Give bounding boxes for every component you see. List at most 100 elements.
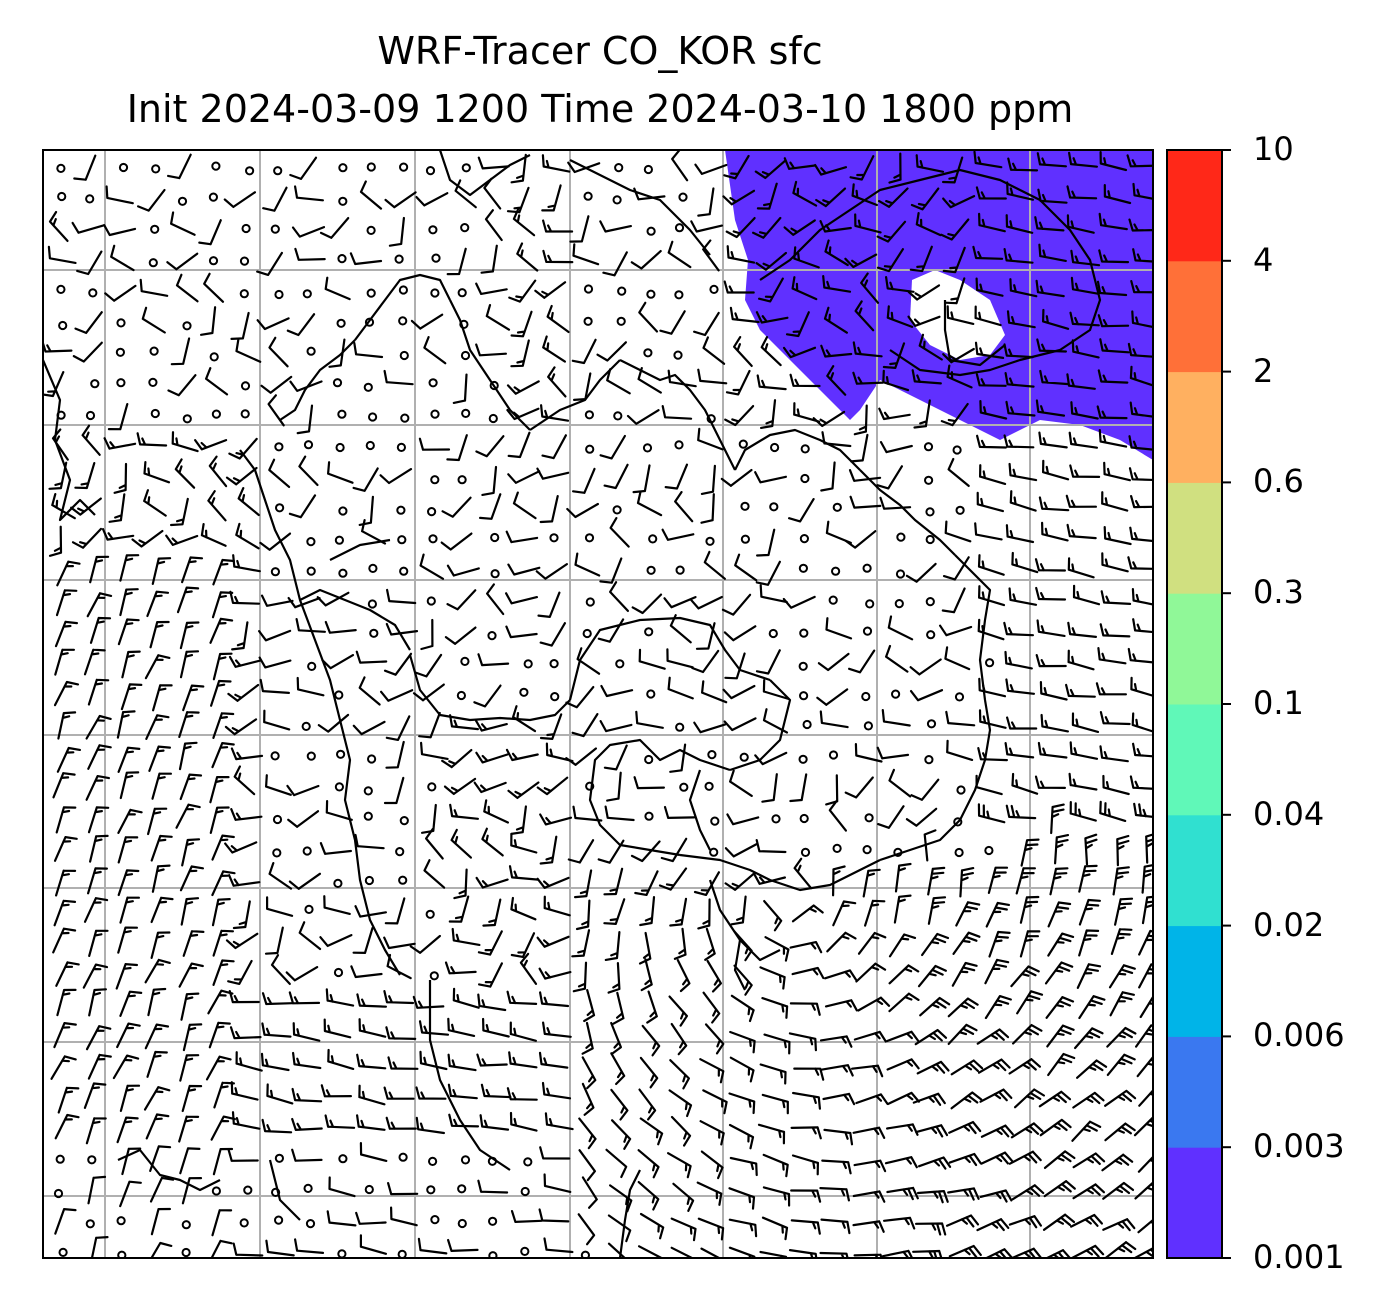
wind-barb-1236 [390, 1206, 418, 1227]
wind-barb-653 [178, 711, 200, 738]
wind-barb-737 [536, 776, 569, 796]
wind-barb-1027 [610, 1021, 622, 1056]
colorbar-segment-6 [1167, 593, 1222, 705]
wind-barb-810 [567, 839, 595, 864]
wind-barb-1295 [1104, 1241, 1137, 1258]
wind-barb-1181 [918, 1156, 952, 1170]
wind-barb-1120 [145, 1113, 170, 1140]
wind-barb-910 [319, 934, 353, 947]
wind-barb-775 [604, 805, 635, 822]
wind-barb-calm-461 [925, 534, 935, 545]
wind-barb-329 [171, 431, 199, 453]
wind-barb-90 [569, 215, 590, 243]
colorbar-segment-3 [1167, 925, 1222, 1037]
wind-barb-126 [572, 243, 600, 266]
wind-barb-813 [660, 837, 688, 863]
wind-barb-calm-1167 [487, 1156, 497, 1166]
wind-barb-148 [139, 278, 169, 297]
wind-barb-1095 [480, 1083, 512, 1099]
wind-barb-649 [57, 711, 77, 740]
wind-barb-684 [1131, 712, 1153, 733]
wind-barb-calm-265 [428, 378, 438, 388]
wind-barb-calm-819 [862, 845, 872, 855]
wind-barb-28 [888, 152, 902, 184]
wind-barb-127 [602, 251, 628, 277]
wind-barb-390 [947, 457, 970, 487]
wind-barb-401 [170, 497, 189, 527]
wind-barb-1257 [1042, 1213, 1076, 1231]
wind-barb-341 [541, 434, 567, 460]
wind-barb-calm-476 [270, 567, 280, 577]
wind-barb-417 [674, 491, 694, 523]
wind-barb-837 [288, 872, 321, 890]
wind-barb-calm-1275 [488, 1251, 498, 1258]
wind-barb-calm-776 [644, 811, 654, 821]
wind-barb-794 [89, 834, 109, 863]
wind-barb-1042 [1074, 1027, 1104, 1050]
wind-barb-15 [477, 156, 510, 170]
wind-barb-1141 [790, 1126, 822, 1140]
wind-barb-762 [209, 806, 230, 834]
wind-barb-821 [923, 829, 937, 862]
wind-barb-1007 [1109, 991, 1135, 1017]
wind-barb-1080 [1136, 1055, 1153, 1078]
map-frame [42, 149, 1154, 1259]
wind-barb-calm-10 [338, 163, 348, 173]
wind-barb-143 [1098, 249, 1130, 264]
wind-barb-698 [441, 749, 473, 769]
wind-barb-1093 [415, 1086, 447, 1100]
coastline-segment-2 [239, 449, 401, 976]
wind-barb-825 [1054, 834, 1070, 865]
wind-barb-75 [103, 224, 137, 237]
wind-barb-589 [414, 653, 443, 678]
wind-barb-679 [978, 709, 1007, 729]
wind-barb-943 [227, 959, 253, 985]
wind-barb-874 [323, 895, 351, 915]
wind-barb-467 [1103, 526, 1132, 546]
wind-barb-1002 [947, 997, 979, 1018]
wind-barb-calm-415 [612, 505, 622, 515]
wind-barb-1207 [609, 1184, 633, 1213]
wind-barb-1014 [208, 1021, 231, 1049]
wind-barb-281 [911, 369, 942, 385]
wind-barb-611 [1097, 647, 1127, 665]
wind-barb-394 [1069, 464, 1101, 478]
wind-barb-calm-6 [211, 161, 221, 171]
wind-barb-1008 [1139, 994, 1153, 1019]
wind-barb-583 [228, 655, 262, 668]
wind-barb-calm-949 [429, 971, 439, 981]
wind-barb-1096 [506, 1087, 538, 1101]
wind-barb-calm-425 [925, 507, 935, 517]
wind-barb-1188 [1137, 1155, 1153, 1173]
wind-barb-calm-404 [275, 503, 285, 513]
wind-barb-416 [636, 490, 663, 517]
wind-barb-calm-301 [430, 409, 440, 419]
wind-barb-1049 [179, 1054, 200, 1082]
wind-barb-calm-1204 [520, 1186, 530, 1197]
wind-barb-1243 [607, 1214, 632, 1243]
wind-barb-calm-445 [428, 534, 438, 544]
wind-barb-1228 [150, 1207, 171, 1236]
wind-barb-1061 [538, 1051, 569, 1069]
wind-barb-961 [791, 966, 825, 980]
wind-barb-836 [268, 862, 293, 890]
wind-barb-613 [53, 680, 80, 707]
wind-barb-160 [508, 279, 537, 303]
wind-barb-914 [451, 927, 481, 946]
wind-barb-1234 [326, 1210, 357, 1227]
wind-barb-305 [540, 404, 570, 422]
wind-barb-171 [860, 272, 880, 304]
wind-barb-calm-406 [338, 506, 348, 516]
wind-barb-24 [754, 159, 786, 179]
colorbar-segment-8 [1167, 371, 1222, 483]
wind-barb-969 [1044, 961, 1074, 985]
wind-barb-1035 [853, 1030, 887, 1043]
wind-barb-calm-163 [617, 286, 627, 296]
wind-barb-739 [606, 771, 622, 802]
wind-barb-270 [573, 372, 592, 401]
wind-barb-866 [83, 897, 109, 923]
wind-barb-734 [443, 777, 477, 795]
wind-barb-705 [669, 743, 687, 773]
wind-barb-995 [730, 994, 755, 1023]
wind-barb-130 [702, 239, 720, 272]
